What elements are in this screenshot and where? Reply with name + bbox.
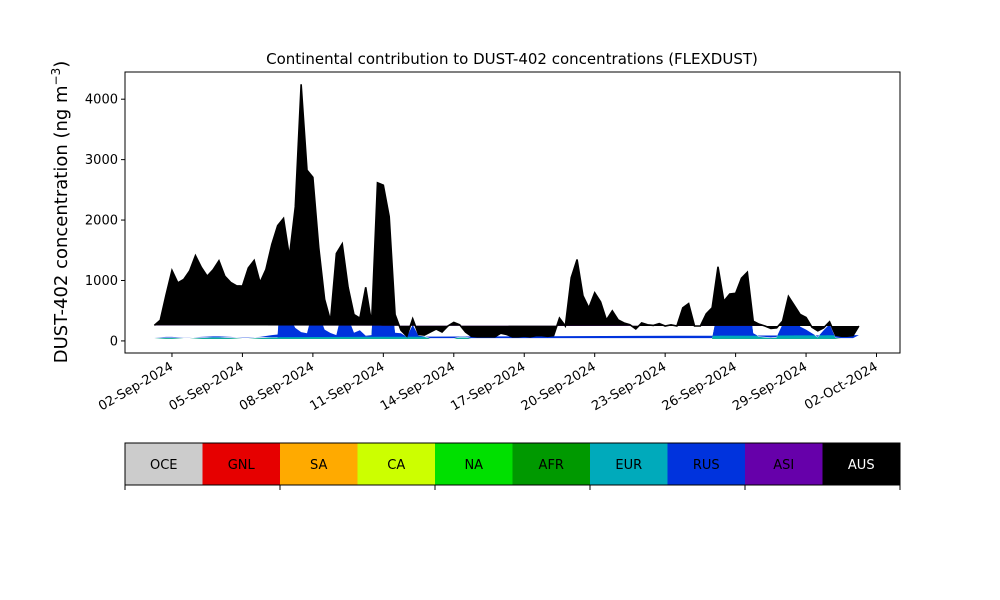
x-tick-label: 14-Sep-2024 <box>378 359 458 414</box>
legend-swatch-afr <box>512 443 590 485</box>
legend-label-rus: RUS <box>693 458 720 473</box>
plot-frame <box>124 71 901 354</box>
legend: OCE GNL SA CA NA AFR EUR RUS ASI AUS <box>124 442 901 490</box>
y-tick-label: 3000 <box>85 153 118 168</box>
x-tick-label: 20-Sep-2024 <box>519 359 599 414</box>
legend-swatch-sa <box>280 443 358 485</box>
x-axis: 02-Sep-202405-Sep-202408-Sep-202411-Sep-… <box>96 353 881 414</box>
legend-swatch-ca <box>357 443 435 485</box>
legend-label-ca: CA <box>387 458 405 473</box>
legend-label-oce: OCE <box>150 458 178 473</box>
legend-swatch-rus <box>667 443 745 485</box>
x-tick-label: 05-Sep-2024 <box>167 359 247 414</box>
legend-swatch-aus <box>822 443 900 485</box>
chart-title: Continental contribution to DUST-402 con… <box>266 50 758 68</box>
y-tick-label: 4000 <box>85 93 118 108</box>
legend-swatch-asi <box>745 443 823 485</box>
area-aus <box>154 84 859 337</box>
legend-label-afr: AFR <box>539 458 564 473</box>
x-tick-label: 17-Sep-2024 <box>448 359 528 414</box>
x-tick-label: 02-Sep-2024 <box>96 359 176 414</box>
y-axis: 0 1000 2000 3000 4000 <box>85 93 125 349</box>
legend-label-na: NA <box>464 458 483 473</box>
stacked-areas <box>154 84 859 339</box>
legend-label-asi: ASI <box>773 458 794 473</box>
y-tick-label: 2000 <box>85 214 118 229</box>
x-tick-label: 23-Sep-2024 <box>589 359 669 414</box>
legend-swatch-eur <box>590 443 668 485</box>
legend-label-gnl: GNL <box>228 458 256 473</box>
y-tick-label: 1000 <box>85 274 118 289</box>
legend-label-aus: AUS <box>848 458 875 473</box>
legend-swatch-gnl <box>202 443 280 485</box>
x-tick-label: 02-Oct-2024 <box>802 359 880 413</box>
legend-label-sa: SA <box>310 458 327 473</box>
y-tick-label: 0 <box>110 334 118 349</box>
y-axis-label-sup: −3 <box>49 68 63 86</box>
x-tick-label: 11-Sep-2024 <box>308 359 388 414</box>
total-line <box>153 84 860 338</box>
legend-label-eur: EUR <box>615 458 642 473</box>
total-outline <box>153 84 860 338</box>
legend-swatch-na <box>435 443 513 485</box>
legend-swatch-oce <box>125 443 203 485</box>
x-tick-label: 26-Sep-2024 <box>660 359 740 414</box>
legend-frame <box>124 442 901 486</box>
y-axis-label-close: ) <box>51 61 72 68</box>
y-axis-label-main: DUST-402 concentration (ng m <box>51 85 72 363</box>
x-tick-label: 29-Sep-2024 <box>730 359 810 414</box>
x-tick-label: 08-Sep-2024 <box>237 359 317 414</box>
y-axis-label: DUST-402 concentration (ng m−3) <box>49 61 72 364</box>
